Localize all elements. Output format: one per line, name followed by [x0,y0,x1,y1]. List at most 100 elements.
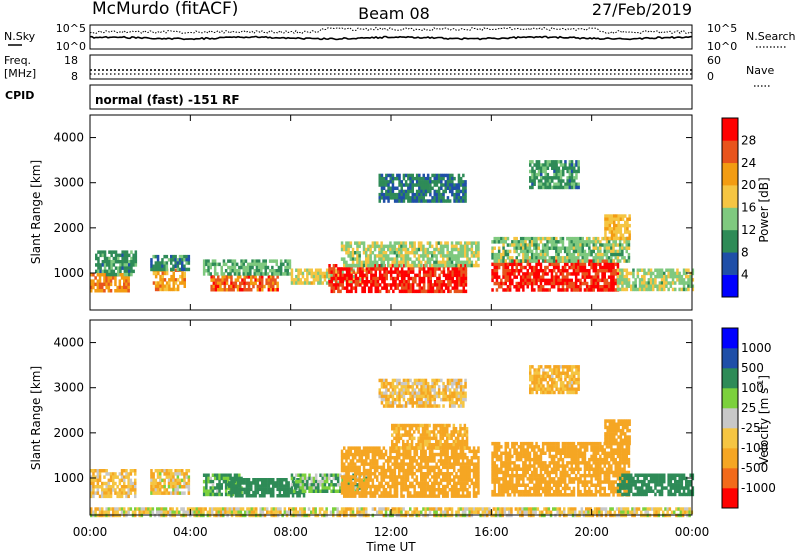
data-cell [435,472,438,476]
data-cell [356,244,359,249]
data-cell [511,259,514,263]
data-cell [426,427,429,431]
data-cell [572,272,576,276]
data-cell [408,427,412,431]
data-cell [546,288,549,292]
data-cell [303,281,307,285]
data-cell [615,233,618,237]
data-cell [599,252,602,257]
data-cell [441,433,445,437]
data-cell [461,456,465,460]
data-cell [453,494,456,498]
data-cell [438,286,441,290]
data-cell [447,289,450,294]
data-cell [539,288,543,292]
data-cell [433,283,437,287]
data-cell [321,271,324,276]
data-cell [450,484,454,489]
data-cell [605,259,609,263]
data-cell [236,288,240,292]
data-cell [577,252,580,257]
data-cell [207,476,210,481]
data-cell [362,241,366,245]
data-cell [409,244,412,249]
data-cell [555,182,558,186]
data-cell [400,283,404,287]
data-cell [453,465,456,470]
data-cell [413,491,416,495]
data-cell [453,192,456,197]
data-cell [497,448,501,452]
data-cell [450,478,454,482]
data-cell [416,289,419,294]
data-cell [442,273,446,278]
data-cell [573,166,576,170]
data-cell [393,468,397,473]
data-cell [345,241,348,245]
data-cell [235,262,239,267]
data-cell [477,475,480,479]
data-cell [378,257,381,261]
data-cell [528,275,532,279]
data-cell [373,449,377,454]
data-cell [267,478,271,482]
data-cell [592,278,595,283]
data-cell [125,475,128,479]
data-cell [533,272,536,276]
data-cell [452,446,456,450]
data-cell [506,256,510,260]
data-cell [426,199,430,203]
data-cell [610,230,614,234]
data-cell [295,274,298,279]
data-cell [323,486,327,490]
data-cell [424,180,428,184]
data-cell [263,284,266,289]
data-cell [453,247,456,252]
data-cell [376,267,380,271]
data-cell [446,260,449,265]
cpid-mode-text: normal (fast) -151 RF [95,93,240,107]
data-cell [594,259,598,263]
data-cell [207,473,210,477]
data-cell [417,247,421,252]
data-cell [356,251,359,255]
data-cell [409,189,412,194]
data-cell [261,494,264,498]
data-cell [328,264,331,268]
data-cell [464,260,467,265]
data-cell [290,278,294,282]
data-cell [214,281,218,286]
data-cell [334,473,338,477]
data-cell [424,439,427,444]
data-cell [466,491,469,495]
data-cell [233,262,237,267]
data-cell [170,287,173,292]
data-cell [409,286,413,290]
data-cell [581,262,584,267]
data-cell [504,448,507,452]
data-cell [526,272,529,276]
data-cell [592,246,595,250]
data-cell [531,160,534,164]
data-cell [181,254,184,259]
data-cell [380,263,383,268]
data-cell [435,475,438,479]
data-cell [107,472,111,476]
data-cell [632,271,635,276]
data-cell [610,259,613,263]
data-cell [387,196,390,200]
data-cell [548,259,551,263]
data-cell [568,185,572,190]
data-cell [439,443,442,447]
data-cell [374,286,377,290]
data-cell [306,281,309,285]
data-cell [205,473,208,477]
data-cell [439,423,442,428]
data-cell [211,473,215,477]
data-cell [120,273,124,277]
data-cell [419,446,423,450]
data-cell [134,469,137,473]
data-cell [398,183,401,187]
data-cell [297,278,300,282]
data-cell [583,288,587,292]
